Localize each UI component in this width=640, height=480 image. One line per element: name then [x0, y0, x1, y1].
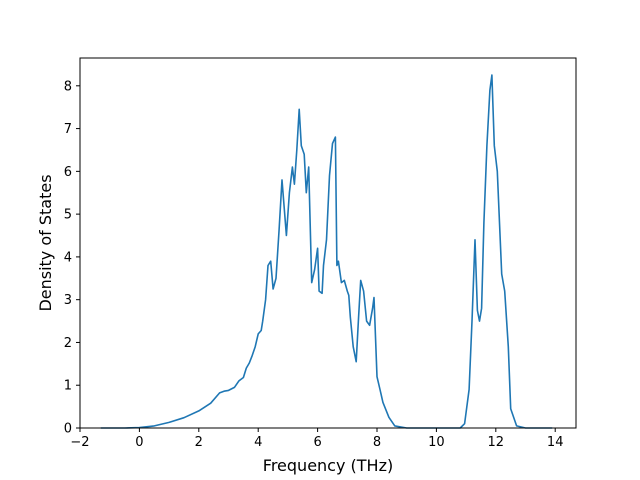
y-tick-label: 0 [64, 422, 72, 437]
x-tick-label: 14 [547, 435, 564, 450]
y-tick-label: 5 [64, 208, 72, 223]
x-tick-label: 0 [135, 435, 143, 450]
y-tick-label: 3 [64, 293, 72, 308]
y-tick-label: 7 [64, 122, 72, 137]
x-tick-label: 6 [313, 435, 321, 450]
plot-frame [79, 57, 577, 429]
x-axis-ticks: −2 0 2 4 6 8 10 12 14 [70, 428, 563, 450]
x-tick-label: 4 [254, 435, 262, 450]
y-axis-label: Density of States [36, 174, 55, 311]
y-tick-label: 4 [64, 250, 72, 265]
dos-series-line [100, 74, 553, 429]
x-tick-label: 12 [488, 435, 505, 450]
x-tick-label: 2 [195, 435, 203, 450]
plot-background [80, 58, 576, 428]
x-tick-label: 8 [373, 435, 381, 450]
x-axis-label: Frequency (THz) [263, 456, 393, 475]
x-tick-label: −2 [70, 435, 89, 450]
y-tick-label: 6 [64, 165, 72, 180]
y-tick-label: 8 [64, 79, 72, 94]
x-tick-label: 10 [428, 435, 445, 450]
y-tick-label: 2 [64, 336, 72, 351]
y-axis-ticks: 0 1 2 3 4 5 6 7 8 [64, 79, 80, 437]
y-tick-label: 1 [64, 379, 72, 394]
